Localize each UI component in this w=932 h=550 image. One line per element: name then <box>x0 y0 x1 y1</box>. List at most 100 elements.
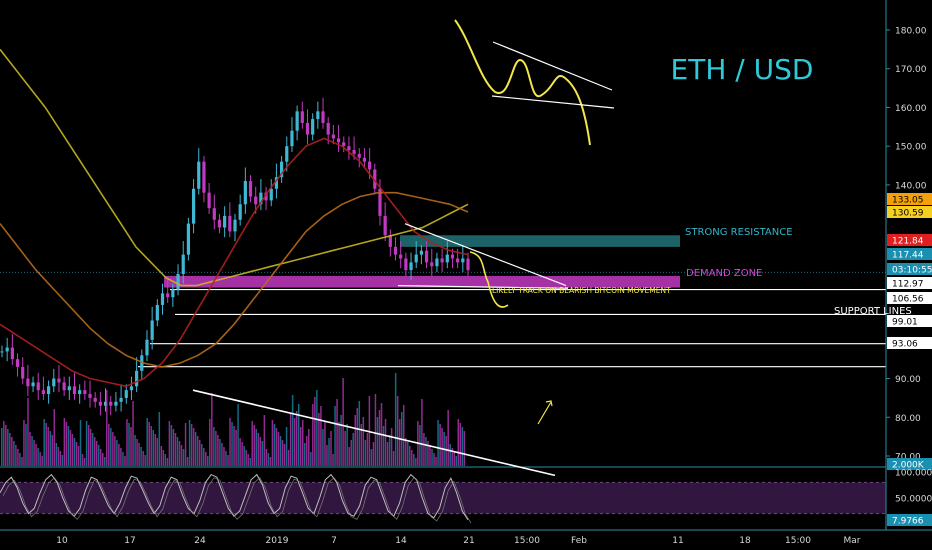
volume-bar <box>437 420 439 466</box>
annotation-label: LIKELY TRACK ON BEARISH BITCOIN MOVEMENT <box>492 286 671 295</box>
volume-bar <box>89 429 92 466</box>
volume-bar <box>35 444 37 466</box>
volume-bar <box>283 444 286 466</box>
price-label-bg <box>887 292 932 304</box>
candle-body <box>450 254 455 259</box>
volume-bar <box>310 452 312 466</box>
annotations: ETH / USD STRONG RESISTANCE DEMAND ZONE LI… <box>192 19 912 477</box>
volume-bar <box>61 455 64 466</box>
volume-bar <box>158 412 161 466</box>
volume-bar <box>91 433 94 466</box>
volume-bar <box>350 440 352 466</box>
volume-bar <box>324 422 326 466</box>
volume-bar <box>81 454 84 466</box>
volume-bar <box>354 415 356 466</box>
candle-body <box>72 386 77 395</box>
annotation-label: SUPPORT LINES <box>834 306 912 317</box>
volume-bar <box>279 436 282 466</box>
candle-body <box>233 219 237 232</box>
volume-bar <box>457 419 460 466</box>
y-tick-label: 140.00 <box>895 181 927 191</box>
price-panel <box>0 48 886 416</box>
y-tick-label: 150.00 <box>895 143 927 153</box>
volume-bar <box>176 437 179 466</box>
candle-body <box>129 386 134 391</box>
projection-path <box>469 251 509 308</box>
candle-body <box>223 215 227 228</box>
volume-bar <box>423 433 425 466</box>
candle-body <box>88 394 92 398</box>
x-tick-label: 24 <box>194 536 206 546</box>
volume-bar <box>263 415 266 466</box>
volume-bar <box>344 431 346 466</box>
volume-bar <box>227 455 229 466</box>
volume-bar <box>87 425 90 466</box>
candle-body <box>41 390 46 395</box>
volume-bar <box>463 431 466 466</box>
volume-bar <box>188 420 191 466</box>
volume-bar <box>322 429 324 466</box>
candle-body <box>119 397 123 402</box>
volume-bar <box>435 457 437 466</box>
volume-trendline <box>192 389 556 477</box>
volume-bar <box>130 427 132 466</box>
x-tick-label: 10 <box>56 536 68 546</box>
osc-last-value: 7.9766 <box>892 517 924 527</box>
volume-bar <box>15 445 17 466</box>
volume-bar <box>267 453 270 466</box>
volume-bar <box>114 436 116 466</box>
volume-bar <box>112 432 114 466</box>
volume-bar <box>41 456 43 466</box>
volume-bar <box>421 399 423 466</box>
candle-body <box>166 293 170 298</box>
candle-body <box>248 181 253 197</box>
time-axis: 10 17 24 2019 7 14 21 15:00 Feb 11 18 15:00 Mar <box>56 536 861 546</box>
candle-body <box>311 119 315 135</box>
moving-average-line <box>0 191 469 368</box>
volume-bar <box>451 448 453 466</box>
zone-resistance <box>400 235 680 247</box>
volume-bar <box>394 373 397 466</box>
volume-bar <box>166 458 169 466</box>
osc-value-bg <box>887 514 932 526</box>
moving-average-line <box>0 137 469 388</box>
candle-body <box>399 254 403 259</box>
volume-bar <box>144 455 146 466</box>
osc-tick-label: 50.0000 <box>895 495 932 505</box>
volume-bar <box>271 420 274 466</box>
volume-bar <box>11 437 13 466</box>
candle-body <box>285 146 289 162</box>
y-tick-label: 90.00 <box>895 375 921 385</box>
volume-bar <box>366 433 369 466</box>
candle-body <box>393 246 398 255</box>
volume-bar <box>190 424 193 466</box>
volume-bar <box>65 422 68 466</box>
volume-bar <box>110 428 112 466</box>
candle-body <box>456 258 460 263</box>
volume-bar <box>253 425 255 466</box>
candle-body <box>409 262 413 271</box>
candle-body <box>331 134 335 139</box>
volume-bar <box>342 378 344 466</box>
volume-bar <box>356 408 359 466</box>
volume-bar <box>168 421 171 466</box>
volume-bar <box>186 457 189 466</box>
volume-bar <box>106 390 108 466</box>
candle-body <box>145 339 149 356</box>
x-tick-label: 18 <box>739 536 751 546</box>
volume-bar <box>433 453 435 466</box>
volume-bar <box>225 451 227 466</box>
volume-bar <box>73 438 76 466</box>
volume-bar <box>275 428 278 466</box>
oscillator-line <box>0 473 469 521</box>
candle-body <box>378 188 382 216</box>
volume-bar <box>396 396 399 466</box>
candle-body <box>388 235 392 247</box>
volume-bar <box>308 429 310 466</box>
volume-bar <box>221 443 223 466</box>
volume-bar <box>51 435 53 466</box>
candle-body <box>424 250 429 263</box>
candle-body <box>207 192 211 209</box>
candle-body <box>336 138 341 143</box>
candle-body <box>321 111 325 123</box>
